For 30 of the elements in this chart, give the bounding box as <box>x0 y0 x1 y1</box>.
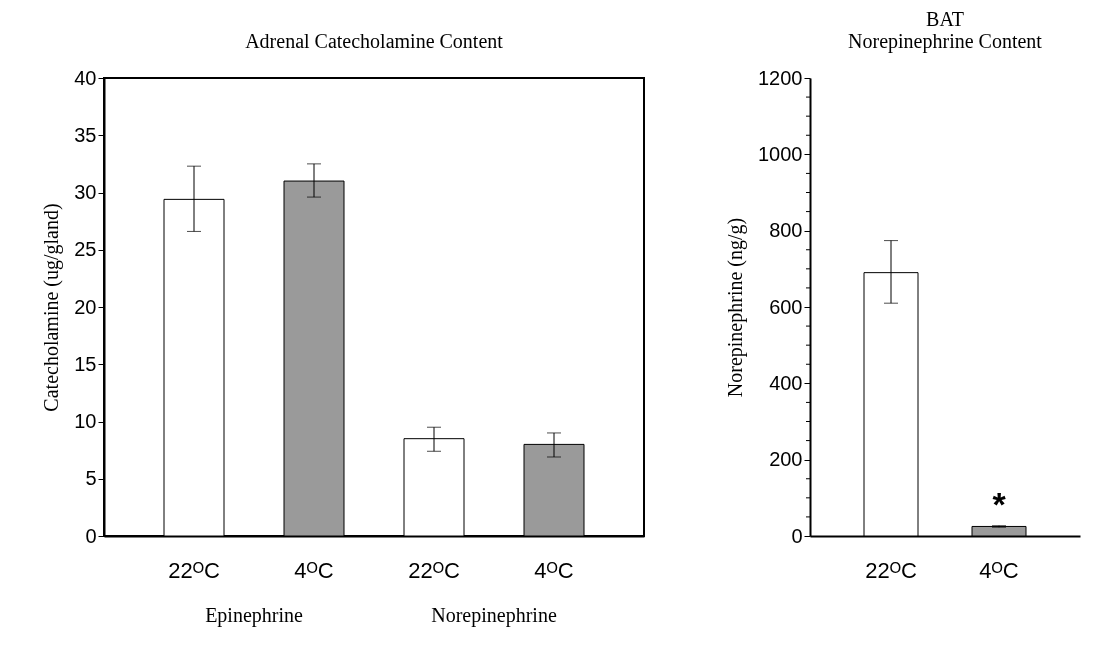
y-tick-label: 200 <box>769 448 803 471</box>
y-tick-label: 0 <box>85 524 97 547</box>
chart-title: BAT <box>926 8 964 30</box>
y-axis-title: Norepinephrine (ng/g) <box>724 217 748 398</box>
y-tick-label: 10 <box>74 410 97 432</box>
text: Epinephrine <box>205 604 303 627</box>
annotation: * <box>992 485 1007 524</box>
chart-title: Adrenal Catecholamine Content <box>245 30 504 52</box>
y-tick-label: 35 <box>74 123 97 146</box>
y-axis-title: Catecholamine (ug/gland) <box>40 203 64 412</box>
y-tick-label: 30 <box>74 181 97 203</box>
x-tick-label: 4ᴼC <box>534 557 574 583</box>
x-tick-label: 4ᴼC <box>979 557 1019 583</box>
y-tick-label: 20 <box>74 295 97 318</box>
y-tick-label: 1200 <box>758 66 803 89</box>
y-tick-label: 1000 <box>758 142 803 165</box>
x-tick-label: 22ᴼC <box>865 557 917 583</box>
y-tick-label: 800 <box>769 219 803 242</box>
y-tick-label: 400 <box>769 371 803 394</box>
y-tick-label: 40 <box>74 66 97 89</box>
x-tick-label: 22ᴼC <box>168 557 220 583</box>
x-tick-label: 4ᴼC <box>294 557 334 583</box>
y-tick-label: 5 <box>85 467 97 490</box>
chart-subtitle: Norepinephrine Content <box>848 30 1043 53</box>
text: Norepinephrine <box>431 604 557 627</box>
x-tick-label: 22ᴼC <box>408 557 460 583</box>
y-tick-label: 600 <box>769 295 803 318</box>
y-tick-label: 0 <box>791 524 803 547</box>
y-tick-label: 25 <box>74 238 97 261</box>
y-tick-label: 15 <box>74 352 97 375</box>
